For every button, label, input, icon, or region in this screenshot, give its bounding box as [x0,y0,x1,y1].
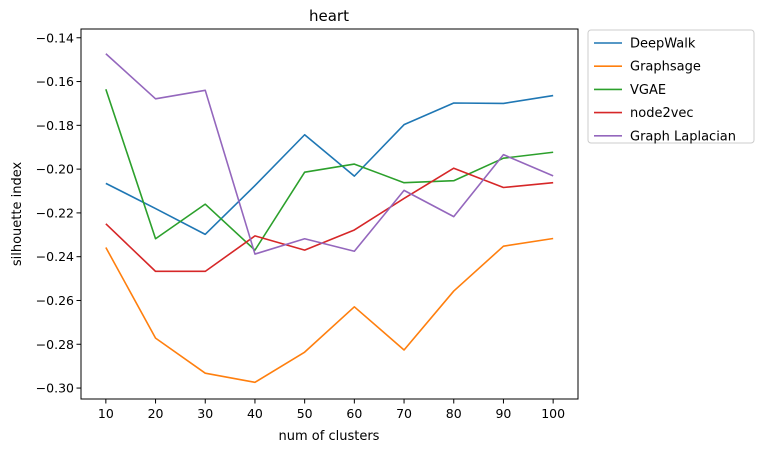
legend-label: DeepWalk [630,37,696,52]
legend-label: Graph Laplacian [630,129,736,144]
x-tick-label: 30 [197,406,213,421]
y-axis-label: silhouette index [10,162,25,267]
y-tick-label: −0.30 [36,381,74,396]
x-tick-label: 90 [495,406,511,421]
chart-title: heart [309,7,349,25]
x-tick-label: 100 [541,406,565,421]
x-tick-label: 20 [148,406,164,421]
x-axis-label: num of clusters [279,429,380,444]
y-tick-label: −0.18 [36,118,74,133]
x-tick-label: 10 [98,406,114,421]
x-tick-label: 50 [297,406,313,421]
x-tick-label: 70 [396,406,412,421]
y-tick-label: −0.20 [36,162,74,177]
x-axis: 10 20 30 40 50 60 70 80 90 100 [98,399,565,421]
legend-box [587,29,755,144]
x-tick-label: 60 [346,406,362,421]
legend-label: VGAE [630,83,666,98]
series-line-deepwalk [105,94,554,236]
legend: DeepWalk Graphsage VGAE node2vec Graph Lapla… [587,29,755,144]
series-line-graphsage [105,237,554,384]
series-line-graph-laplacian [105,53,554,255]
y-tick-label: −0.22 [36,205,74,220]
y-tick-label: −0.14 [36,30,74,45]
series-line-vgae [105,88,554,251]
x-tick-label: 80 [446,406,462,421]
legend-label: node2vec [630,106,694,121]
y-tick-label: −0.24 [36,249,74,264]
y-axis: −0.14 −0.16 −0.18 −0.20 −0.22 −0.24 −0.26 −0.28… [36,30,81,396]
legend-label: Graphsage [630,60,701,75]
plot-frame [80,28,579,400]
y-tick-label: −0.16 [36,74,74,89]
x-tick-label: 40 [247,406,263,421]
series-layer [105,53,554,384]
series-line-node2vec [105,167,554,273]
y-tick-label: −0.28 [36,337,74,352]
y-tick-label: −0.26 [36,293,74,308]
